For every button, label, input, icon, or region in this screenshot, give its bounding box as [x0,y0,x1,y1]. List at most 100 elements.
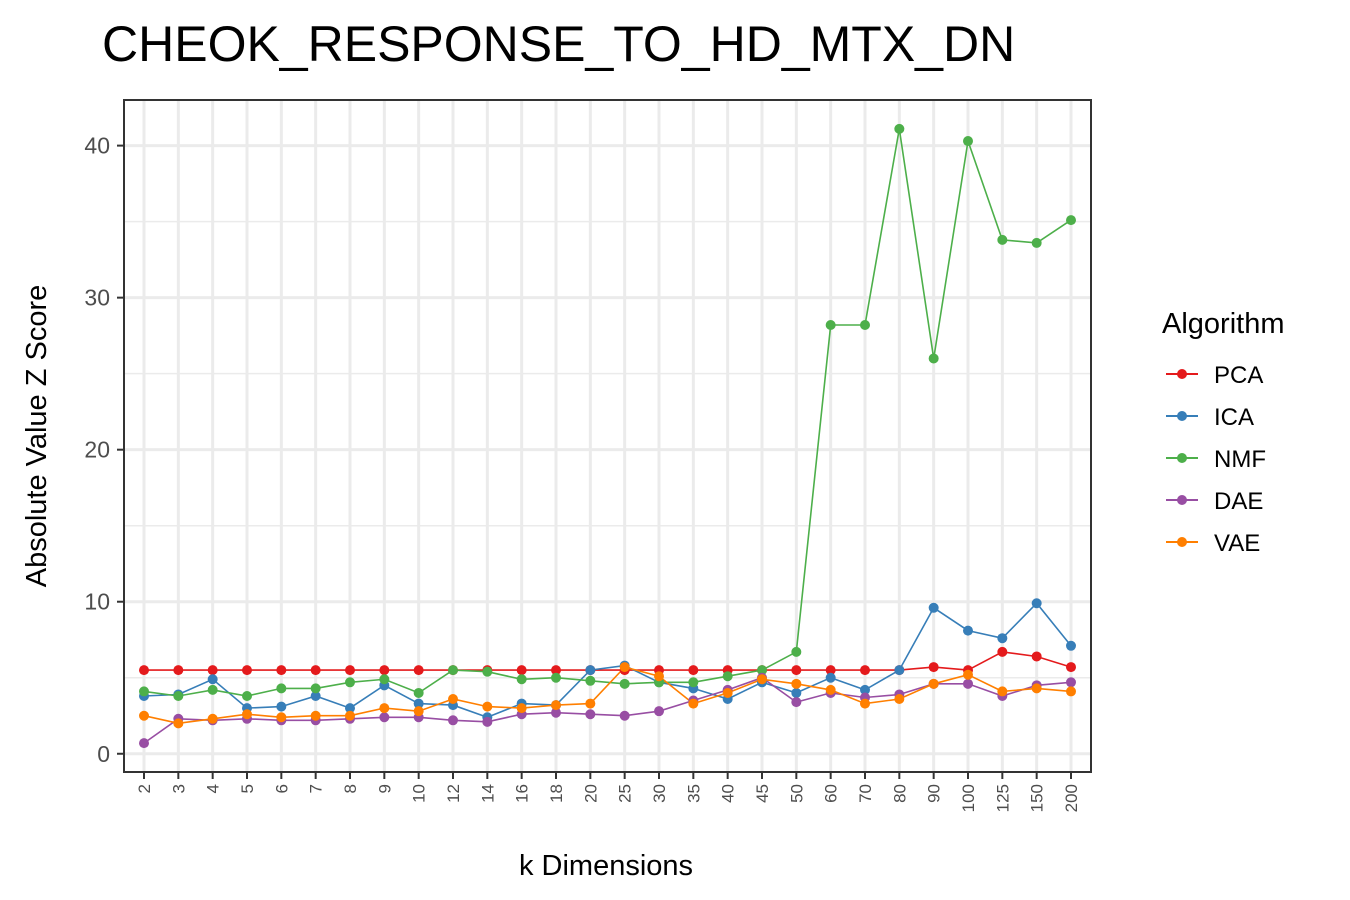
legend-key-point [1177,369,1187,379]
x-tick-label: 100 [959,784,978,812]
data-point-pca [688,665,699,676]
series-line-dae [143,676,1072,744]
data-point-vae [448,694,458,705]
data-point-vae [173,718,184,729]
data-point-pca [173,665,184,676]
plot-panel [123,99,1092,773]
data-point-pca [928,662,939,673]
data-point-pca [1031,651,1042,662]
data-point-ica [413,698,424,709]
data-point-ica [860,684,870,695]
series-line-nmf [143,128,1072,697]
legend-label: VAE [1214,530,1260,557]
legend-item-dae: DAE [1166,488,1263,515]
legend-item-nmf: NMF [1166,446,1266,473]
x-tick-label: 30 [650,784,669,803]
data-point-pca [825,665,836,676]
data-point-dae [585,709,596,720]
data-point-pca [1066,662,1076,673]
x-tick-label: 90 [925,784,944,803]
data-point-pca [516,665,527,676]
legend-key-point [1177,453,1187,463]
legend-key-point [1177,495,1187,505]
y-tick-label: 40 [84,133,110,159]
legend: Algorithm PCA ICA NMF DAE VAE [1162,308,1285,557]
data-point-ica [345,703,355,714]
series-line-ica [143,601,1072,719]
data-point-pca [242,665,252,676]
data-point-pca [551,665,561,676]
data-point-nmf [551,672,561,683]
data-point-vae [791,678,802,689]
grid-major [124,100,1091,772]
data-point-nmf [1066,215,1076,226]
data-point-ica [894,665,905,676]
data-point-nmf [379,674,390,685]
data-point-ica [997,633,1008,644]
data-point-pca [379,665,390,676]
data-point-vae [139,710,149,721]
chart-title: CHEOK_RESPONSE_TO_HD_MTX_DN [102,16,1015,72]
data-point-nmf [757,665,767,676]
data-point-vae [413,706,424,717]
data-point-nmf [173,690,184,701]
data-point-dae [551,707,561,718]
data-point-dae [654,706,664,717]
x-tick-label: 5 [238,784,257,793]
legend-label: NMF [1214,446,1266,473]
x-tick-label: 18 [547,784,566,803]
x-tick-label: 8 [341,784,360,793]
x-tick-label: 10 [410,784,429,803]
data-point-ica [310,690,321,701]
data-point-nmf [1031,237,1042,248]
data-point-vae [825,684,836,695]
legend-item-ica: ICA [1166,404,1254,431]
data-point-ica [1031,598,1042,609]
x-tick-label: 7 [307,784,326,793]
series-line-vae [143,666,1072,725]
legend-item-pca: PCA [1166,362,1263,389]
y-tick-label: 0 [97,741,110,767]
series-line-pca [144,651,1072,671]
y-tick-label: 30 [84,285,110,311]
x-tick-label: 70 [856,784,875,803]
x-tick-label: 60 [822,784,841,803]
data-point-nmf [448,665,458,676]
legend-label: ICA [1214,404,1254,431]
data-point-vae [963,669,973,680]
data-point-vae [757,674,767,685]
data-point-nmf [791,646,802,657]
legend-key-point [1177,537,1187,547]
data-point-vae [276,712,287,723]
data-point-vae [551,700,561,711]
y-axis: 0 10 20 30 40 [84,133,124,767]
data-point-nmf [482,666,493,677]
data-point-ica [963,625,973,636]
data-point-nmf [825,320,836,331]
data-point-nmf [722,671,733,682]
legend-label: DAE [1214,488,1263,515]
data-point-nmf [345,677,355,688]
grid-minor [124,220,1091,679]
data-point-ica [207,674,218,685]
legend-item-vae: VAE [1166,530,1260,557]
x-tick-label: 200 [1062,784,1081,812]
x-tick-label: 14 [478,784,497,803]
x-tick-label: 2 [135,784,154,793]
data-point-pca [276,665,287,676]
data-point-dae [791,697,802,708]
x-tick-label: 12 [444,784,463,803]
data-point-vae [654,671,664,682]
data-point-vae [997,686,1008,697]
data-point-vae [722,687,733,698]
x-tick-label: 9 [375,784,394,793]
data-point-nmf [242,690,252,701]
x-tick-label: 3 [169,784,188,793]
series-layer [139,123,1076,749]
data-point-vae [894,694,905,705]
data-point-vae [585,698,596,709]
data-point-ica [276,701,287,712]
data-point-pca [345,665,355,676]
data-point-pca [413,665,424,676]
data-point-nmf [619,678,630,689]
